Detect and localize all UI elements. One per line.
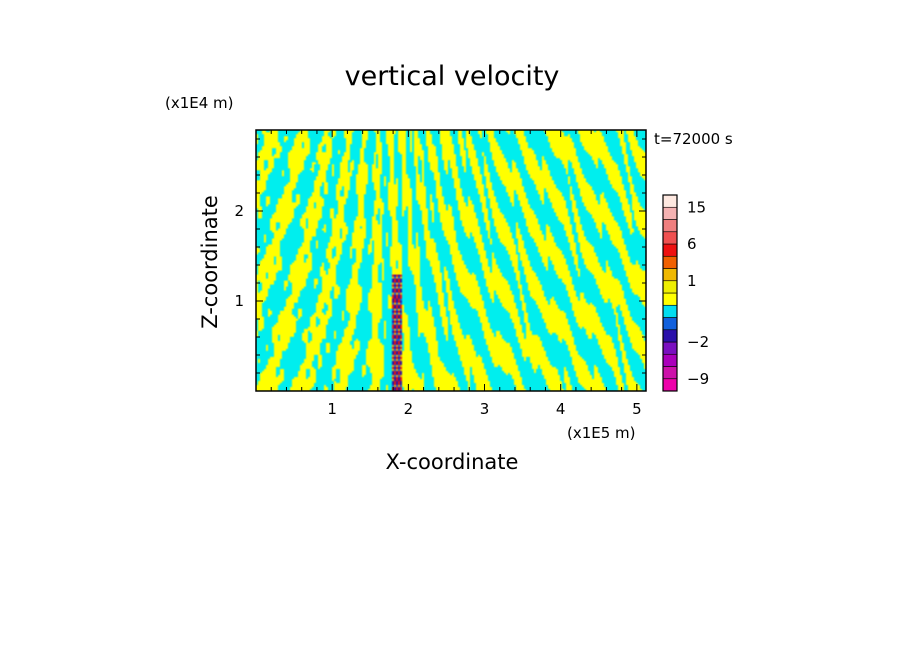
colorbar-segment [662, 329, 678, 343]
colorbar-label: 15 [687, 198, 706, 216]
y-axis: 12 [234, 138, 646, 374]
colorbar-segment [662, 366, 678, 380]
chart-title: vertical velocity [345, 61, 560, 92]
colorbar-label: −9 [687, 370, 709, 388]
colorbar-segment [662, 341, 678, 355]
x-axis-label: X-coordinate [386, 450, 519, 474]
colorbar-label: 1 [687, 272, 697, 290]
colorbar: 15 6 1 −2 −9 [662, 194, 709, 392]
colorbar-frame [662, 194, 678, 392]
colorbar-segment [662, 231, 678, 245]
colorbar-segment [662, 317, 678, 331]
colorbar-segment [662, 353, 678, 367]
colorbar-segment [662, 206, 678, 220]
colorbar-segment [662, 243, 678, 257]
y-tick-label: 2 [234, 202, 244, 220]
x-unit-label: (x1E5 m) [567, 424, 636, 442]
colorbar-label: 6 [687, 235, 697, 253]
heatmap-raster [256, 130, 646, 391]
colorbar-label: −2 [687, 333, 709, 351]
colorbar-segment [662, 304, 678, 318]
x-tick-label: 1 [327, 400, 337, 418]
y-axis-label: Z-coordinate [198, 195, 222, 329]
x-tick-label: 4 [556, 400, 566, 418]
heatmap-field [256, 130, 646, 391]
colorbar-segment [662, 378, 678, 392]
colorbar-segment [662, 268, 678, 282]
x-tick-label: 5 [632, 400, 642, 418]
x-tick-label: 2 [404, 400, 414, 418]
colorbar-segment [662, 219, 678, 233]
x-axis: 1 2 3 4 5 [270, 130, 642, 418]
y-unit-label: (x1E4 m) [165, 94, 234, 112]
plot-frame [255, 129, 647, 392]
colorbar-segment [662, 280, 678, 294]
colorbar-segment [662, 194, 678, 208]
colorbar-segment [662, 255, 678, 269]
x-tick-label: 3 [480, 400, 490, 418]
colorbar-segment [662, 292, 678, 306]
y-tick-label: 1 [234, 292, 244, 310]
time-label: t=72000 s [654, 130, 733, 148]
